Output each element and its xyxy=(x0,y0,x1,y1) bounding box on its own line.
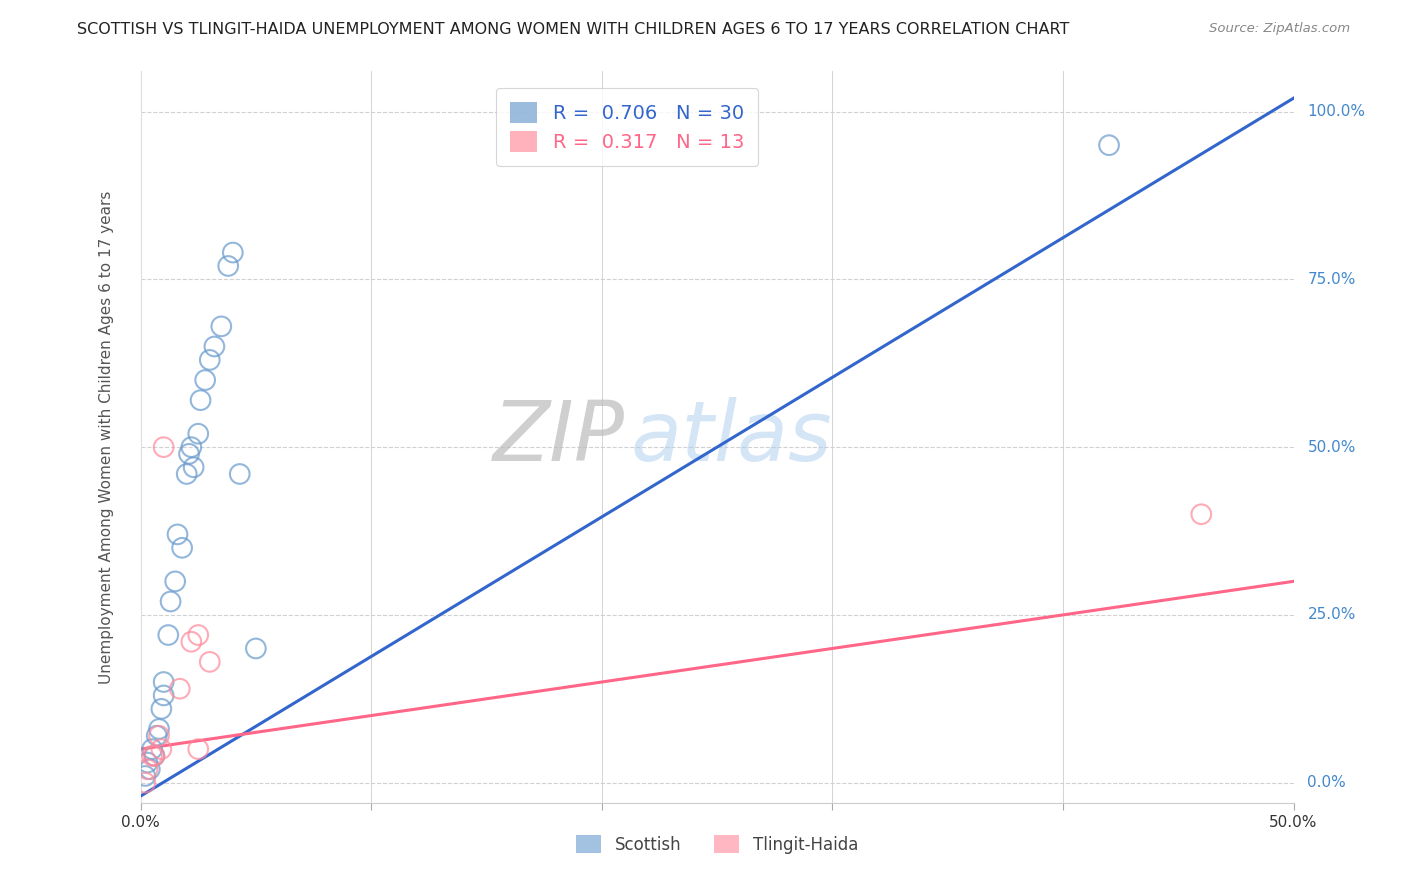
Text: 25.0%: 25.0% xyxy=(1308,607,1355,623)
Point xyxy=(202,339,225,353)
Point xyxy=(152,675,174,690)
Point xyxy=(150,742,173,756)
Point xyxy=(222,245,245,260)
Point xyxy=(198,655,221,669)
Point xyxy=(166,527,188,541)
Point xyxy=(152,689,174,703)
Point xyxy=(217,259,239,273)
Point xyxy=(187,628,209,642)
Point xyxy=(143,748,166,763)
Point xyxy=(172,541,194,555)
Point xyxy=(141,748,163,763)
Point xyxy=(177,447,200,461)
Point xyxy=(134,775,156,789)
Text: ZIP: ZIP xyxy=(494,397,624,477)
Point xyxy=(180,634,202,648)
Point xyxy=(165,574,187,589)
Point xyxy=(1189,508,1212,522)
Point xyxy=(190,393,212,408)
Text: 0.0%: 0.0% xyxy=(1308,775,1346,790)
Point xyxy=(159,594,181,608)
Point xyxy=(169,681,191,696)
Point xyxy=(187,742,209,756)
Point xyxy=(150,702,173,716)
Point xyxy=(157,628,180,642)
Point xyxy=(245,641,267,656)
Y-axis label: Unemployment Among Women with Children Ages 6 to 17 years: Unemployment Among Women with Children A… xyxy=(100,190,114,684)
Point xyxy=(139,762,162,776)
Point xyxy=(152,440,174,454)
Point xyxy=(194,373,217,387)
Text: 100.0%: 100.0% xyxy=(1308,104,1365,120)
Point xyxy=(136,762,159,776)
Point xyxy=(180,440,202,454)
Text: atlas: atlas xyxy=(630,397,832,477)
Point xyxy=(143,748,166,763)
Legend: Scottish, Tlingit-Haida: Scottish, Tlingit-Haida xyxy=(569,829,865,860)
Point xyxy=(209,319,232,334)
Point xyxy=(148,729,170,743)
Point xyxy=(187,426,209,441)
Text: Source: ZipAtlas.com: Source: ZipAtlas.com xyxy=(1209,22,1350,36)
Text: 75.0%: 75.0% xyxy=(1308,272,1355,287)
Point xyxy=(136,756,159,770)
Point xyxy=(141,742,163,756)
Point xyxy=(198,352,221,367)
Point xyxy=(183,460,205,475)
Point xyxy=(145,729,167,743)
Point xyxy=(176,467,198,481)
Point xyxy=(134,769,156,783)
Text: SCOTTISH VS TLINGIT-HAIDA UNEMPLOYMENT AMONG WOMEN WITH CHILDREN AGES 6 TO 17 YE: SCOTTISH VS TLINGIT-HAIDA UNEMPLOYMENT A… xyxy=(77,22,1070,37)
Text: 50.0%: 50.0% xyxy=(1308,440,1355,455)
Point xyxy=(148,722,170,736)
Point xyxy=(1098,138,1121,153)
Point xyxy=(229,467,252,481)
